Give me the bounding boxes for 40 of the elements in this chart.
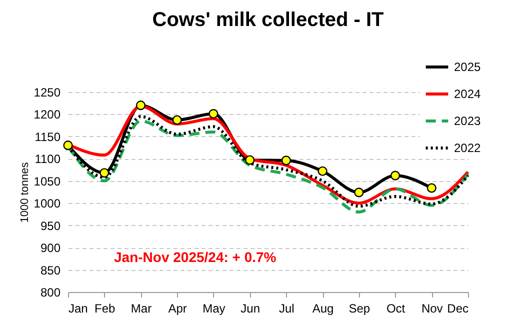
- legend-label: 2023: [454, 114, 482, 128]
- y-tick-label: 800: [40, 286, 61, 300]
- legend-label: 2025: [454, 60, 482, 74]
- y-tick-label: 1000: [34, 196, 61, 211]
- y-tick-label: 950: [40, 218, 61, 233]
- point: [390, 170, 400, 180]
- legend-label: 2022: [454, 141, 482, 155]
- y-tick-label: 1250: [34, 86, 61, 100]
- point: [281, 156, 291, 166]
- point: [426, 183, 436, 193]
- point: [136, 100, 146, 110]
- y-tick-label: 1150: [34, 130, 61, 144]
- y-tick-label: 1050: [34, 174, 61, 188]
- point: [245, 155, 255, 165]
- y-tick-label: 900: [40, 241, 61, 256]
- x-tick-label: May: [202, 302, 226, 316]
- chart-title: Cows' milk collected - IT: [152, 9, 384, 31]
- point: [172, 115, 182, 125]
- x-tick-label: Oct: [386, 302, 406, 316]
- x-tick-label: Feb: [94, 302, 116, 316]
- point: [63, 140, 73, 150]
- x-tick-label: Jun: [240, 302, 260, 316]
- point: [100, 168, 110, 178]
- y-tick-label: 1200: [34, 108, 61, 122]
- point: [208, 109, 218, 119]
- x-tick-label: Sep: [348, 302, 370, 316]
- y-tick-label: 1100: [34, 152, 61, 166]
- x-tick-label: Nov: [421, 302, 443, 316]
- x-tick-label: Dec: [447, 302, 468, 316]
- annotation: Jan-Nov 2025/24: + 0.7%: [114, 249, 277, 265]
- x-tick-label: Jan: [68, 302, 88, 316]
- point: [354, 188, 364, 198]
- x-tick-label: Apr: [168, 302, 187, 316]
- y-tick-label: 850: [40, 263, 61, 278]
- x-tick-label: Jul: [279, 302, 294, 316]
- point: [318, 166, 328, 176]
- x-tick-label: Mar: [130, 302, 152, 316]
- y-axis-title: 1000 tonnes: [18, 162, 31, 223]
- x-tick-label: Aug: [312, 302, 334, 316]
- legend-label: 2024: [454, 87, 482, 101]
